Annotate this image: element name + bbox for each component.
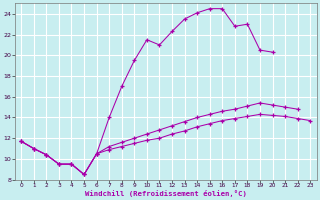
X-axis label: Windchill (Refroidissement éolien,°C): Windchill (Refroidissement éolien,°C) — [85, 190, 247, 197]
